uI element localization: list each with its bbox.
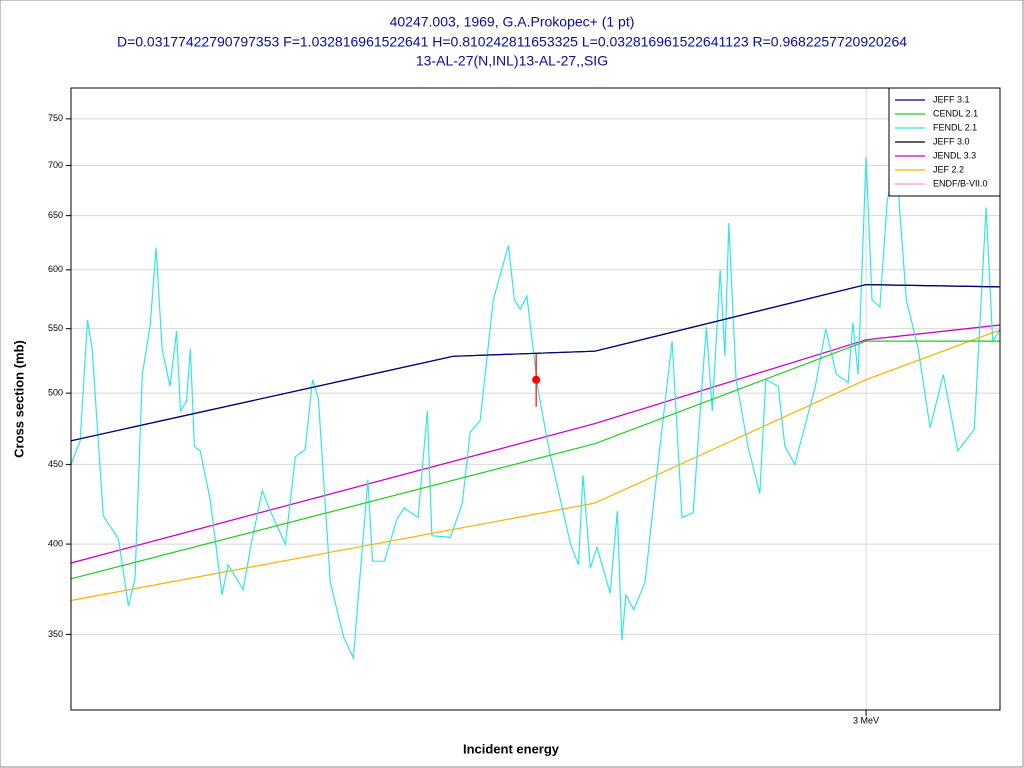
plot-border [70, 87, 1001, 711]
series-line [70, 283, 1001, 442]
chart-title: 40247.003, 1969, G.A.Prokopec+ (1 pt) [390, 14, 635, 30]
y-tick-label: 400 [48, 538, 63, 548]
y-tick-label: 550 [48, 323, 63, 333]
legend-label: JEFF 3.0 [933, 136, 970, 146]
legend: JEFF 3.1 CENDL 2.1 FENDL 2.1 JEFF 3.0 JENDL … [888, 87, 1001, 197]
y-axis-label: Cross section (mb) [11, 340, 26, 458]
legend-label: JENDL 3.3 [933, 150, 976, 160]
series-line [70, 340, 1000, 580]
series-line [70, 329, 1001, 602]
y-tick-label: 600 [48, 264, 63, 274]
plot-area [71, 88, 1000, 710]
y-tick-label: 700 [48, 160, 63, 170]
legend-label: CENDL 2.1 [933, 108, 978, 118]
y-tick-label: 350 [48, 629, 63, 639]
x-axis-label: Incident energy [463, 741, 560, 756]
chart-subtitle: 13-AL-27(N,INL)13-AL-27,,SIG [416, 53, 608, 69]
chart-subtitle: D=0.03177422790797353 F=1.03281696152264… [117, 34, 907, 50]
y-tick-label: 750 [48, 113, 63, 123]
legend-label: ENDF/B-VII.0 [933, 178, 988, 188]
series-line [70, 324, 1001, 564]
y-tick-label: 500 [48, 388, 63, 398]
x-tick-label: 3 MeV [853, 715, 879, 725]
y-tick-label: 450 [48, 459, 63, 469]
series-line [70, 156, 1001, 661]
legend-label: JEF 2.2 [933, 164, 964, 174]
data-point [532, 375, 541, 384]
legend-label: JEFF 3.1 [933, 94, 970, 104]
legend-label: FENDL 2.1 [933, 122, 977, 132]
y-tick-label: 650 [48, 210, 63, 220]
